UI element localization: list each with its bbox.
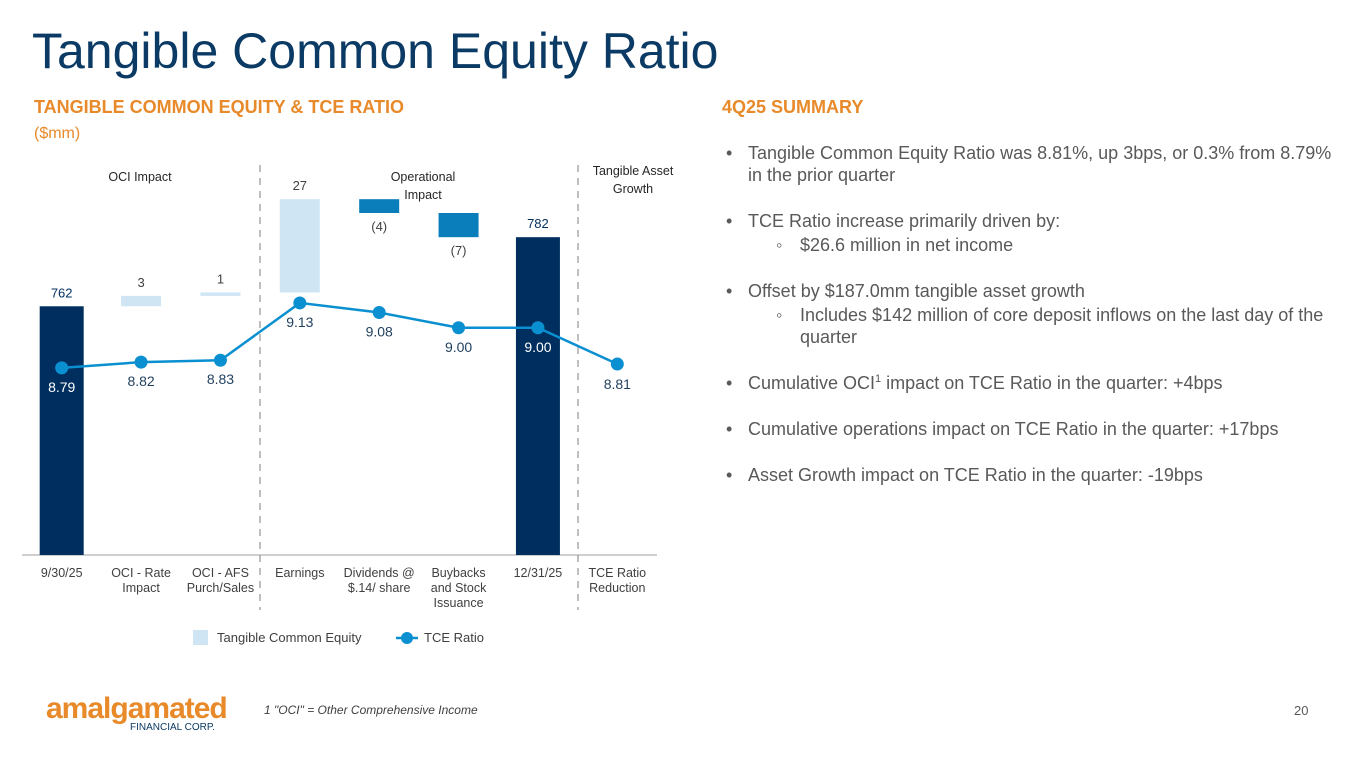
data-label: 8.82	[127, 373, 154, 389]
legend-swatch	[193, 630, 208, 645]
bar	[279, 199, 320, 293]
sub-bullet: Includes $142 million of core deposit in…	[748, 304, 1342, 348]
bullet-text: impact on TCE Ratio in the quarter: +4bp…	[881, 373, 1223, 393]
line	[61, 301, 618, 370]
data-label: 9.00	[445, 339, 472, 355]
bullet: Tangible Common Equity Ratio was 8.81%, …	[722, 142, 1342, 186]
data-label: 3	[137, 275, 144, 290]
bullet-text: Offset by $187.0mm tangible asset growth	[748, 281, 1085, 301]
line-marker	[55, 361, 69, 375]
x-tick-label: Earnings	[275, 566, 325, 580]
bar	[39, 306, 84, 555]
x-tick-label: OCI - Rate Impact	[111, 566, 171, 595]
chart-subtitle: ($mm)	[34, 125, 81, 142]
x-tick-label: Dividends @ $.14/ share	[343, 566, 415, 595]
line-marker	[293, 296, 307, 310]
chart-title: TANGIBLE COMMON EQUITY & TCE RATIO	[34, 97, 404, 117]
data-label: (7)	[451, 243, 467, 258]
summary-list: Tangible Common Equity Ratio was 8.81%, …	[722, 142, 1342, 510]
data-label: 9.08	[366, 323, 393, 339]
x-tick-label: 9/30/25	[40, 566, 83, 580]
data-label: 782	[527, 216, 549, 231]
data-label: 27	[293, 178, 307, 193]
bar	[515, 237, 560, 555]
chart: Tangible Common Equity TCE Ratio 762 3 1 27…	[22, 165, 657, 645]
data-label: 1	[217, 271, 224, 286]
data-label: 9.00	[524, 339, 551, 355]
legend-label: Tangible Common Equity	[217, 630, 362, 645]
bullet: Asset Growth impact on TCE Ratio in the …	[722, 464, 1342, 486]
x-tick-label: 12/31/25	[513, 566, 563, 580]
section-label: OCI Impact	[108, 170, 172, 184]
footnote-marker: 1	[264, 703, 271, 717]
line-marker	[134, 355, 148, 369]
line-marker	[610, 357, 624, 371]
x-tick-label: TCE Ratio Reduction	[588, 566, 647, 595]
bar	[359, 199, 400, 213]
data-label: 8.79	[48, 379, 75, 395]
section-label: Operational Impact	[390, 170, 456, 202]
bullet-text: Cumulative operations impact on TCE Rati…	[748, 419, 1279, 439]
superscript: 1	[875, 373, 882, 385]
legend-marker	[401, 632, 413, 644]
bullet: Cumulative OCI1 impact on TCE Ratio in t…	[722, 372, 1342, 394]
logo: amalgamated	[46, 692, 228, 725]
data-label: 762	[51, 285, 73, 300]
x-tick-label: Buybacks and Stock Issuance	[430, 566, 487, 610]
data-label: 9.13	[286, 314, 313, 330]
bullet: Offset by $187.0mm tangible asset growth…	[722, 280, 1342, 348]
bullet: Cumulative operations impact on TCE Rati…	[722, 418, 1342, 440]
logo-tagline: FINANCIAL CORP.	[130, 722, 216, 733]
sub-bullet: $26.6 million in net income	[748, 234, 1342, 256]
page-number: 20	[1294, 703, 1309, 718]
line-marker	[372, 305, 386, 319]
summary-title: 4Q25 SUMMARY	[722, 97, 864, 117]
bullet-text: Cumulative OCI	[748, 373, 876, 393]
footnote-text: "OCI" = Other Comprehensive Income	[274, 703, 478, 717]
bullet: TCE Ratio increase primarily driven by: $…	[722, 210, 1342, 256]
data-label: 8.81	[604, 376, 631, 392]
data-label: 8.83	[207, 371, 234, 387]
line-marker	[213, 353, 227, 367]
data-label: (4)	[371, 219, 387, 234]
bullet-text: TCE Ratio increase primarily driven by:	[748, 211, 1061, 231]
bullet-text: Asset Growth impact on TCE Ratio in the …	[748, 465, 1203, 485]
line-marker	[452, 321, 466, 335]
footnote: 1 "OCI" = Other Comprehensive Income	[264, 703, 478, 717]
bar	[438, 213, 479, 238]
legend-label: TCE Ratio	[424, 630, 484, 645]
section-label: Tangible Asset Growth	[592, 164, 674, 196]
x-tick-label: OCI - AFS Purch/Sales	[186, 566, 255, 595]
bar	[121, 295, 162, 307]
line-marker	[531, 321, 545, 335]
bullet-text: Tangible Common Equity Ratio was 8.81%, …	[748, 143, 1332, 185]
page-title: Tangible Common Equity Ratio	[32, 23, 719, 79]
bar	[200, 292, 241, 296]
